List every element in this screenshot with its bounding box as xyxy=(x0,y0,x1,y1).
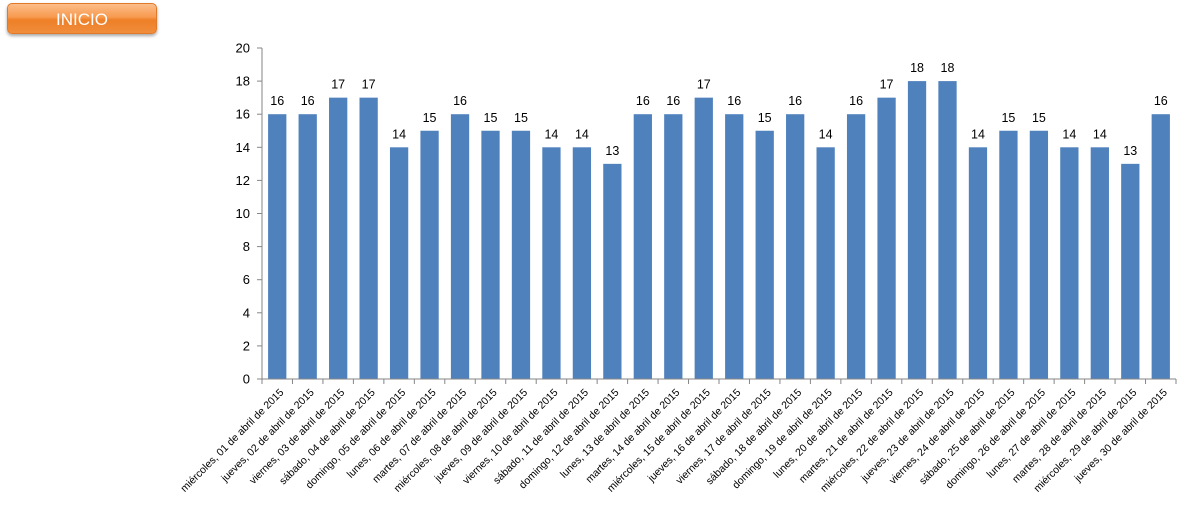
data-label: 16 xyxy=(727,94,741,108)
data-label: 15 xyxy=(758,111,772,125)
data-label: 16 xyxy=(788,94,802,108)
data-label: 16 xyxy=(301,94,315,108)
data-label: 16 xyxy=(1154,94,1168,108)
data-label: 16 xyxy=(849,94,863,108)
bar xyxy=(1151,114,1170,379)
bar xyxy=(694,97,713,380)
data-label: 16 xyxy=(453,94,467,108)
data-label: 16 xyxy=(666,94,680,108)
bar xyxy=(938,81,957,379)
bar xyxy=(1121,163,1140,379)
bar xyxy=(511,130,531,379)
bar xyxy=(846,114,866,379)
data-label: 16 xyxy=(270,94,284,108)
bar xyxy=(542,147,561,379)
data-label: 14 xyxy=(1093,127,1107,141)
bar xyxy=(298,114,317,379)
bar xyxy=(603,163,622,379)
y-tick-label: 10 xyxy=(236,206,250,221)
data-labels: 16 16 17 17 14 15 16 15 15 14 14 13 16 16 17 16 15 16 14 16… xyxy=(270,61,1167,158)
data-label: 17 xyxy=(362,78,376,92)
data-label: 15 xyxy=(514,111,528,125)
bar xyxy=(877,97,896,380)
y-tick-label: 6 xyxy=(243,272,250,287)
bar xyxy=(450,114,470,379)
bar xyxy=(664,114,683,379)
data-label: 18 xyxy=(910,61,924,75)
data-label: 14 xyxy=(544,127,558,141)
bar xyxy=(268,114,287,379)
bar xyxy=(725,114,744,379)
bar xyxy=(816,147,835,379)
y-axis: 0 2 4 6 8 10 12 14 16 18 20 xyxy=(236,41,263,387)
bar xyxy=(633,114,652,379)
data-label: 13 xyxy=(1123,144,1137,158)
data-label: 16 xyxy=(636,94,650,108)
bar xyxy=(999,130,1018,379)
y-tick-label: 16 xyxy=(236,107,250,122)
y-tick-label: 18 xyxy=(236,74,250,89)
data-label: 14 xyxy=(392,127,406,141)
bar xyxy=(329,97,348,380)
data-label: 13 xyxy=(605,144,619,158)
bars xyxy=(268,81,1170,380)
bar xyxy=(786,114,805,379)
data-label: 17 xyxy=(697,78,711,92)
bar xyxy=(968,147,988,379)
bar xyxy=(481,130,500,379)
bar xyxy=(755,130,774,379)
bar xyxy=(1090,147,1109,379)
y-tick-label: 14 xyxy=(236,140,250,155)
data-label: 15 xyxy=(1032,111,1046,125)
bar xyxy=(420,130,439,379)
data-label: 15 xyxy=(1001,111,1015,125)
y-tick-label: 20 xyxy=(236,41,250,56)
bar xyxy=(359,97,378,380)
inicio-button[interactable]: INICIO xyxy=(7,3,157,34)
data-label: 14 xyxy=(575,127,589,141)
data-label: 14 xyxy=(1062,127,1076,141)
y-tick-label: 2 xyxy=(243,338,250,353)
bar xyxy=(572,147,592,379)
bar xyxy=(389,147,409,379)
data-label: 18 xyxy=(941,61,955,75)
bar xyxy=(907,81,927,379)
y-tick-label: 12 xyxy=(236,173,250,188)
data-label: 15 xyxy=(423,111,437,125)
bar xyxy=(1060,147,1079,379)
y-tick-label: 4 xyxy=(243,305,250,320)
y-tick-label: 0 xyxy=(243,372,250,387)
data-label: 17 xyxy=(331,78,345,92)
data-label: 17 xyxy=(880,78,894,92)
data-label: 14 xyxy=(971,127,985,141)
data-label: 15 xyxy=(484,111,498,125)
bar xyxy=(1029,130,1049,379)
y-tick-label: 8 xyxy=(243,239,250,254)
data-label: 14 xyxy=(819,127,833,141)
